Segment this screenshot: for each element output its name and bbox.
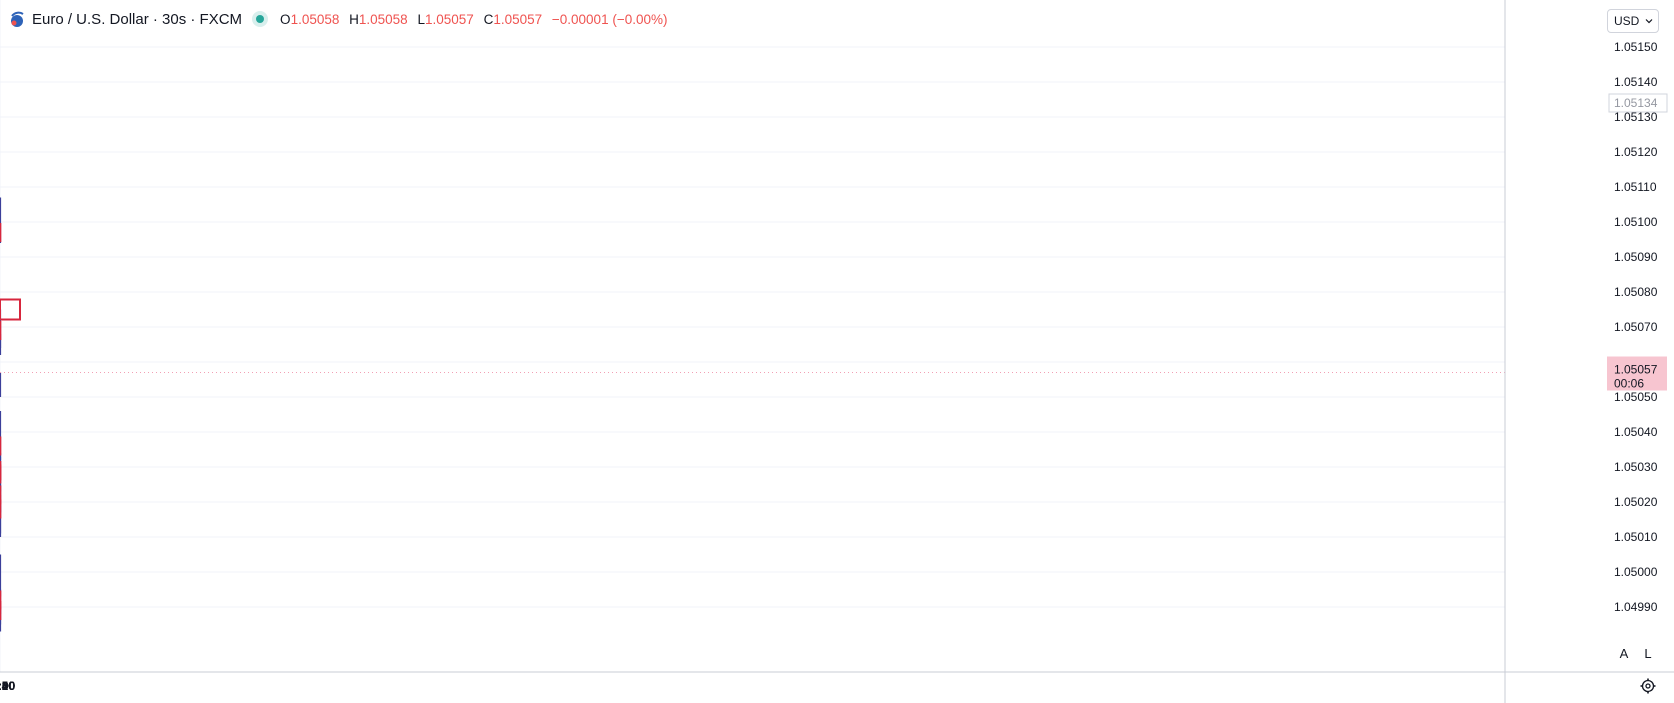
change-value: −0.00001 (−0.00%)	[551, 11, 668, 27]
grid	[0, 0, 1505, 672]
price-axis-labels: 1.05150 1.05140 1.05130 1.05120 1.05110 1.051…	[1607, 40, 1668, 614]
price-tick-label: 1.05090	[1614, 250, 1658, 264]
crosshair-price-box	[1608, 93, 1668, 113]
crosshair-price-label: 1.05134	[1614, 96, 1658, 110]
time-tick-label: 20:40	[0, 679, 15, 693]
markers	[0, 222, 21, 621]
symbol-title[interactable]: Euro / U.S. Dollar · 30s · FXCM	[32, 10, 243, 28]
high-label: H	[349, 11, 359, 27]
price-tick-label: 1.05070	[1614, 320, 1658, 334]
time-tick-label: 19:40	[0, 679, 15, 693]
price-tick-label: 1.04990	[1614, 600, 1658, 614]
time-tick-label: 19:50	[0, 679, 15, 693]
currency-label: USD	[1614, 14, 1640, 28]
price-tick-label: 1.05080	[1614, 285, 1658, 299]
market-status-icon	[256, 15, 265, 23]
close-label: C	[483, 11, 494, 27]
time-tick-label: 21:10	[0, 679, 15, 693]
time-tick-label: 21:00	[0, 679, 16, 693]
chevron-down-icon	[1645, 19, 1653, 24]
close-value: 1.05057	[493, 11, 543, 27]
price-tick-label: 1.05110	[1614, 180, 1657, 194]
price-tick-label: 1.05020	[1614, 495, 1658, 509]
fxcm-logo-icon	[11, 11, 24, 27]
countdown-label: 00:06	[1614, 377, 1644, 391]
price-tick-label: 1.05030	[1614, 460, 1658, 474]
time-tick-label: 20:50	[0, 679, 15, 693]
price-tick-label: 1.05120	[1614, 145, 1658, 159]
price-axis-bg	[1505, 0, 1674, 703]
low-value: 1.05057	[424, 11, 474, 27]
time-axis-bg	[0, 672, 1674, 703]
time-axis-labels: 19:4019:5020:0020:1020:2020:3020:4020:50…	[0, 679, 16, 693]
low-label: L	[417, 11, 425, 27]
last-price-label: 1.05057	[1614, 363, 1658, 377]
price-tick-label: 1.05040	[1614, 425, 1658, 439]
price-tick-label: 1.05050	[1614, 390, 1658, 404]
high-value: 1.05058	[358, 11, 408, 27]
price-tick-label: 1.05010	[1614, 530, 1658, 544]
price-tick-label: 1.05100	[1614, 215, 1658, 229]
last-price-box	[1607, 356, 1667, 391]
price-tick-label: 1.05000	[1614, 565, 1658, 579]
auto-scale-button[interactable]: A	[1619, 645, 1629, 661]
time-tick-label: 20:30	[0, 679, 15, 693]
price-tick-label: 1.05140	[1614, 75, 1658, 89]
log-scale-button[interactable]: L	[1644, 645, 1652, 661]
time-tick-label: 20:10	[0, 679, 15, 693]
time-tick-label: 20:20	[0, 679, 15, 693]
open-value: 1.05058	[290, 11, 340, 27]
settings-button[interactable]	[1637, 675, 1659, 697]
square-marker	[0, 298, 21, 321]
time-tick-label: 20:00	[0, 679, 16, 693]
chart-legend: Euro / U.S. Dollar · 30s · FXCM O1.05058…	[8, 8, 667, 30]
price-tick-label: 1.05150	[1614, 40, 1658, 54]
open-label: O	[280, 11, 291, 27]
settings-icon	[1640, 678, 1656, 694]
price-tick-label: 1.05130	[1614, 110, 1658, 124]
currency-selector[interactable]: USD	[1607, 9, 1659, 33]
ohlc-values: O1.05058 H1.05058 L1.05057 C1.05057 −0.0…	[280, 12, 667, 27]
